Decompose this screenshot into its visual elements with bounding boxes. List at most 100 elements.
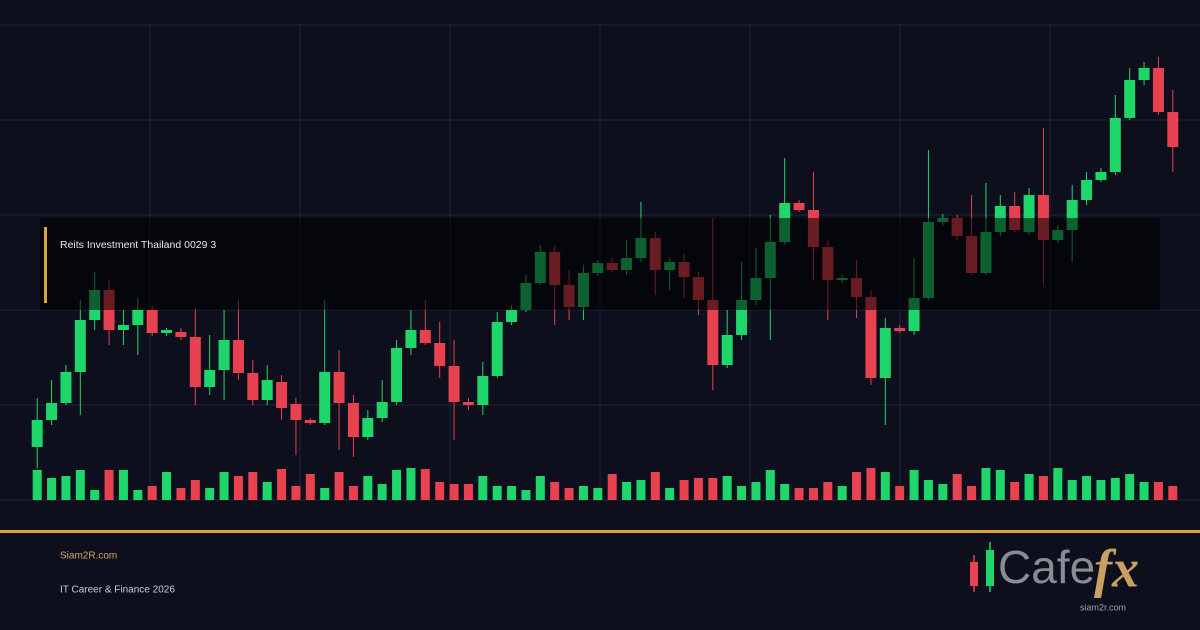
candle-body — [189, 337, 201, 387]
volume-bar — [190, 480, 200, 500]
volume-bar — [923, 480, 933, 500]
volume-bar — [1125, 474, 1135, 500]
volume-bar — [32, 470, 42, 500]
volume-bar — [852, 472, 862, 500]
volume-bar — [1168, 486, 1178, 500]
candle-body — [1081, 180, 1093, 200]
volume-bar — [1024, 474, 1034, 500]
candle-body — [46, 403, 58, 420]
volume-bar — [291, 486, 301, 500]
volume-bar — [478, 476, 488, 500]
volume-bar — [406, 468, 416, 500]
candle-body — [879, 328, 891, 378]
candle-body — [1138, 68, 1150, 80]
candle-body — [506, 310, 518, 322]
candle-body — [894, 328, 906, 331]
volume-bar — [248, 472, 258, 500]
volume-bar — [722, 476, 732, 500]
volume-bar — [305, 474, 315, 500]
candle-body — [405, 330, 417, 348]
volume-bar — [823, 482, 833, 500]
candle-body — [218, 340, 230, 370]
volume-bar — [133, 490, 143, 500]
candle-body — [1037, 195, 1049, 240]
candle-body — [276, 382, 288, 408]
candle-body — [362, 418, 374, 437]
volume-bar — [334, 472, 344, 500]
volume-bar — [392, 470, 402, 500]
candle-body — [736, 300, 748, 335]
candle-body — [132, 310, 144, 325]
volume-bar — [363, 476, 373, 500]
candle-body — [175, 332, 187, 337]
volume-bar — [61, 476, 71, 500]
volume-bar — [1139, 482, 1149, 500]
volume-bar — [550, 482, 560, 500]
volume-bar — [1067, 480, 1077, 500]
annotation: Reits Investment Thailand 0029 3 — [60, 239, 216, 251]
candle-body — [1152, 68, 1164, 112]
volume-bar — [1110, 478, 1120, 500]
volume-bar — [492, 486, 502, 500]
volume-bar — [320, 488, 330, 500]
volume-bar — [622, 482, 632, 500]
volume-bar — [952, 474, 962, 500]
volume-bar — [751, 482, 761, 500]
volume-bar — [463, 484, 473, 500]
candle-body — [347, 403, 359, 437]
volume-bar — [277, 469, 287, 500]
candle-body — [462, 402, 474, 405]
candle-body — [1167, 112, 1179, 147]
volume-bar — [449, 484, 459, 500]
candle-body — [117, 325, 129, 330]
candle-body — [391, 348, 403, 402]
volume-bar — [708, 478, 718, 500]
logo-mark: fx — [1094, 538, 1139, 598]
label-panel — [40, 218, 1160, 310]
volume-bar — [837, 486, 847, 500]
volume-bar — [233, 476, 243, 500]
candle-body — [1066, 200, 1078, 230]
volume-bar — [693, 478, 703, 500]
logo-url: siam2r.com — [1080, 602, 1126, 612]
volume-bar — [420, 469, 430, 500]
candle-body — [448, 366, 460, 402]
candle-body — [31, 420, 43, 447]
candle-body — [261, 380, 273, 400]
volume-bar — [679, 480, 689, 500]
volume-bar — [895, 486, 905, 500]
candle-body — [1023, 195, 1035, 232]
footer-site: Siam2R.com — [60, 551, 117, 562]
volume-bar — [765, 470, 775, 500]
volume-bar — [737, 486, 747, 500]
candle-body — [161, 330, 173, 333]
candle-body — [290, 404, 302, 420]
volume-bar — [162, 472, 172, 500]
volume-bar — [909, 470, 919, 500]
volume-bar — [938, 484, 948, 500]
candle-body — [721, 335, 733, 365]
volume-bar — [593, 488, 603, 500]
volume-bar — [995, 470, 1005, 500]
footer-tagline: IT Career & Finance 2026 — [60, 585, 175, 596]
volume-bar — [564, 488, 574, 500]
candle-body — [74, 320, 86, 372]
volume-bar — [521, 490, 531, 500]
volume-bar — [1053, 468, 1063, 500]
candle-body — [1095, 172, 1107, 180]
volume-bar — [1082, 476, 1092, 500]
volume-bar — [607, 474, 617, 500]
volume-bar — [636, 480, 646, 500]
volume-bar — [104, 470, 114, 500]
marks — [31, 57, 1179, 500]
divider — [0, 530, 1200, 533]
volume-bar — [535, 476, 545, 500]
candle-body — [247, 373, 259, 400]
volume-bar — [219, 472, 229, 500]
candle-body — [232, 340, 244, 373]
volume-bar — [176, 488, 186, 500]
volume-bar — [981, 468, 991, 500]
volume-bar — [435, 482, 445, 500]
volume-bar — [1096, 480, 1106, 500]
